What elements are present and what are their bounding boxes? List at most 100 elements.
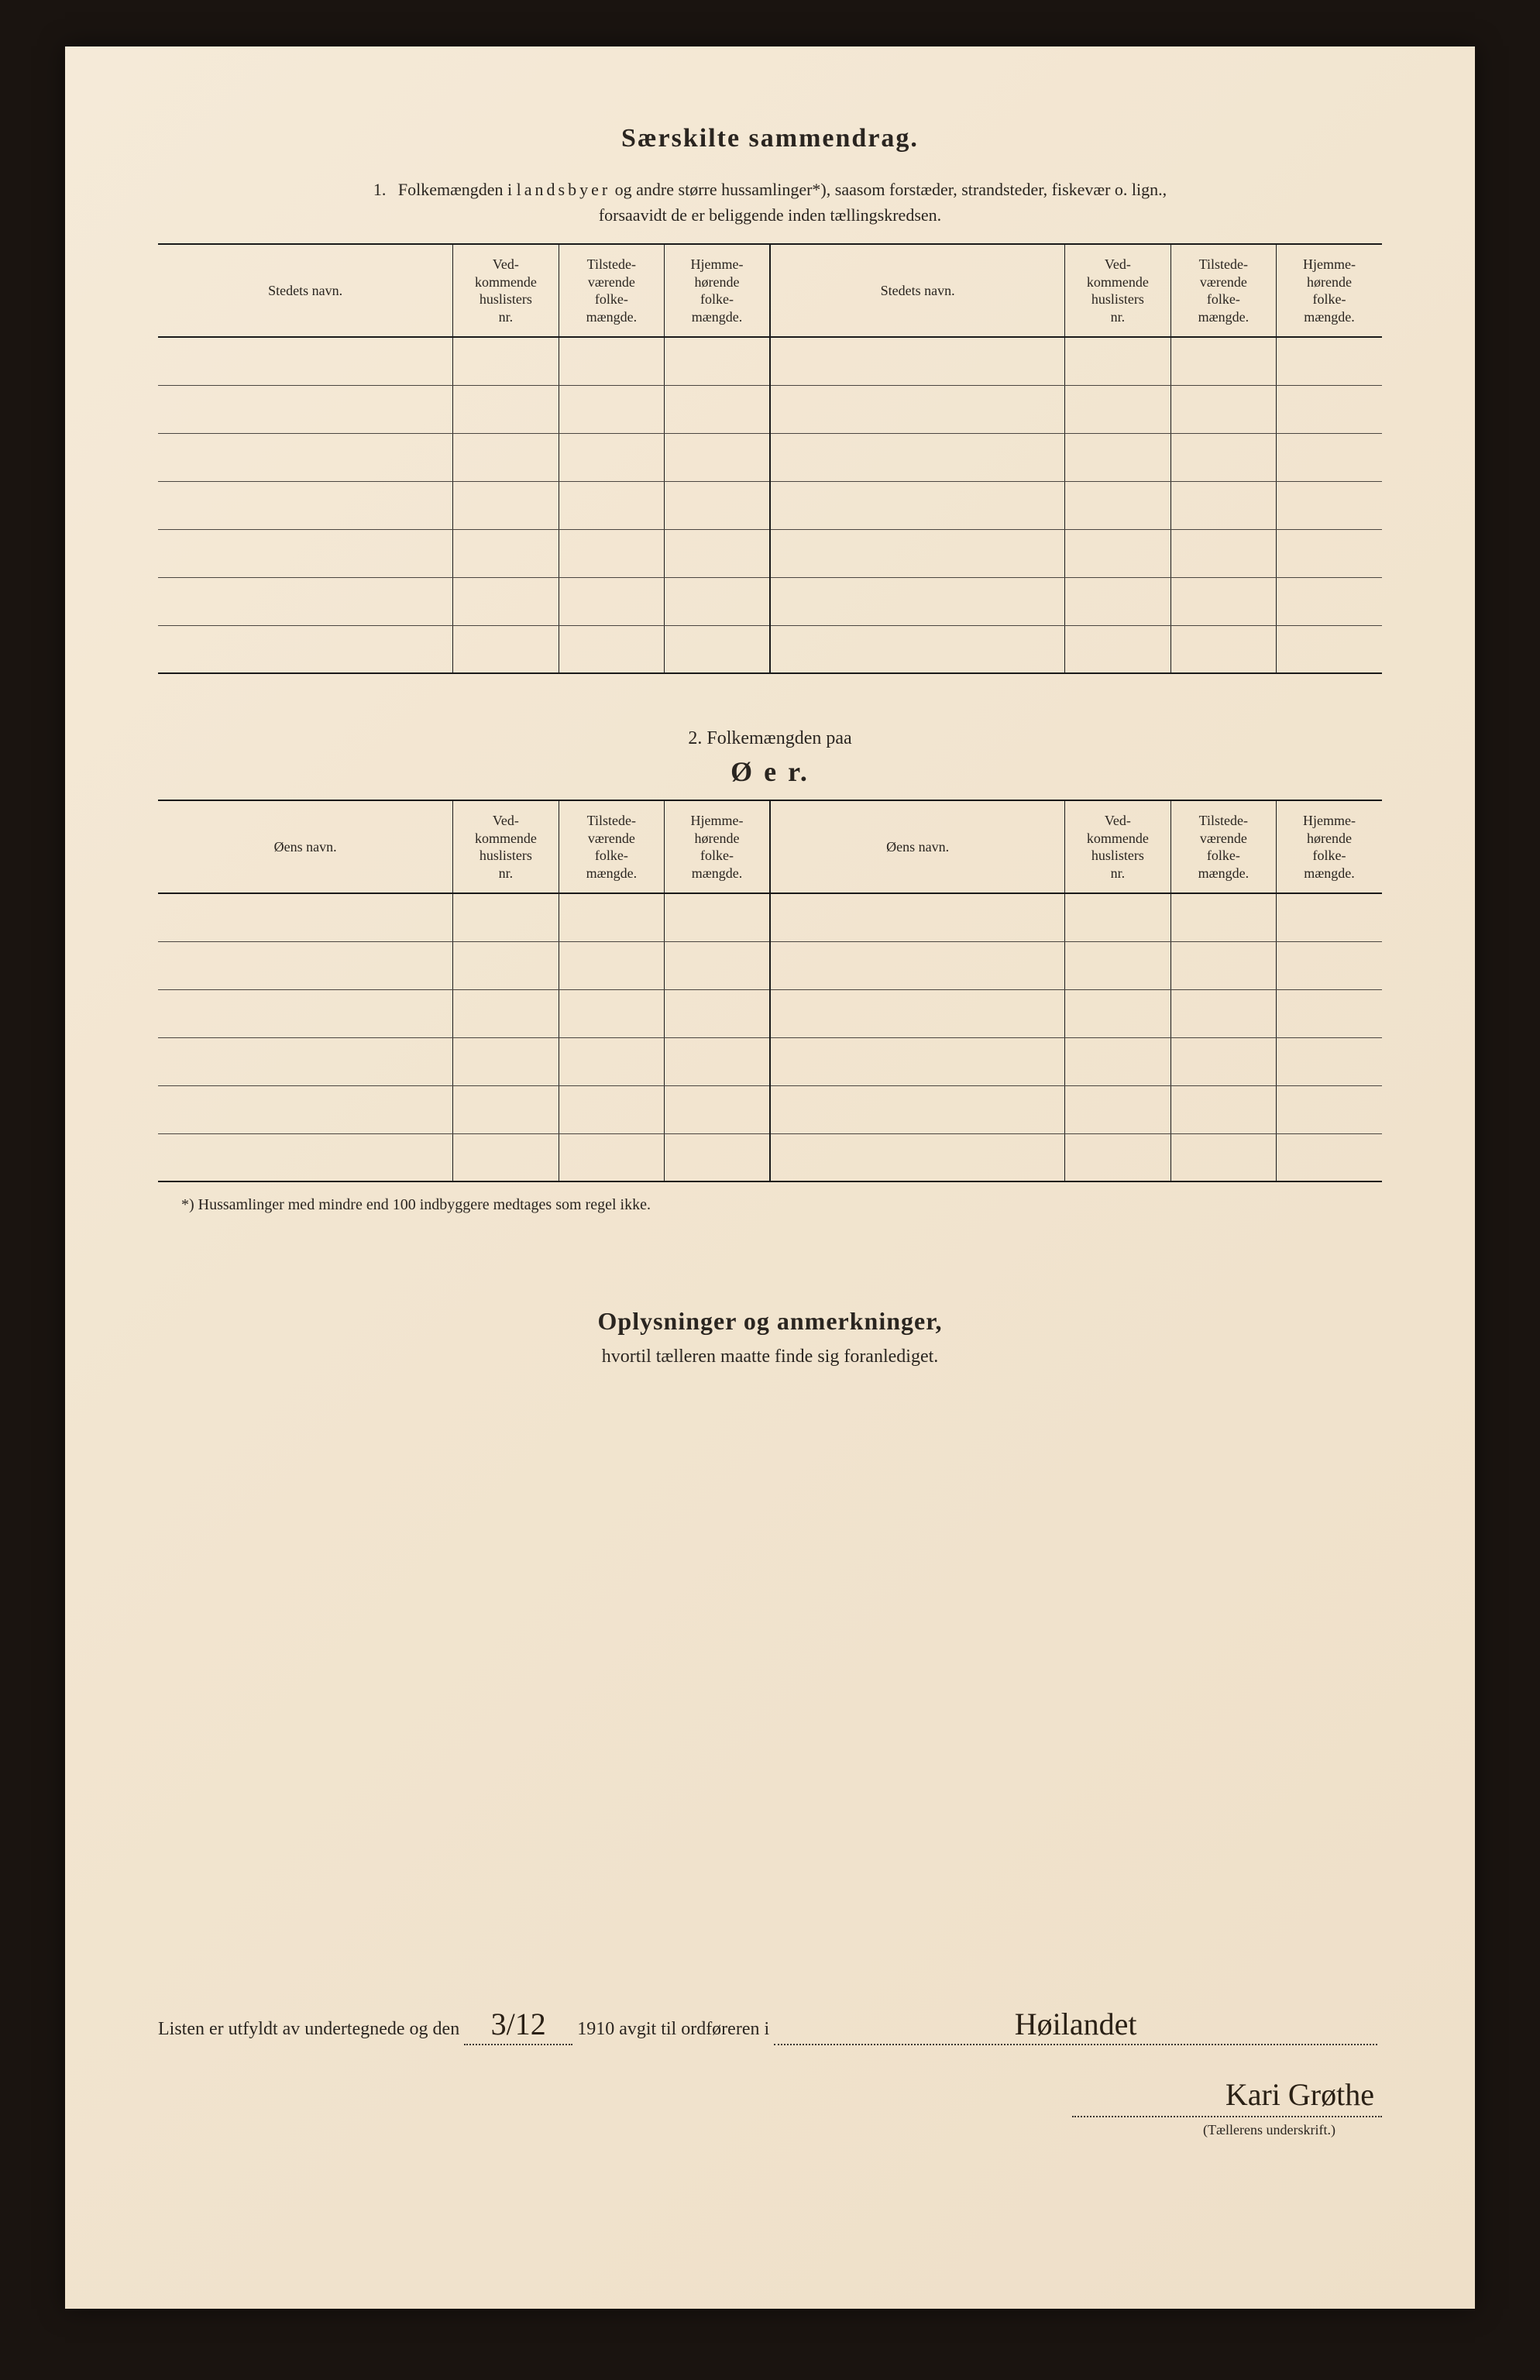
table-cell — [1277, 941, 1382, 989]
table-cell — [665, 1133, 770, 1181]
table-cell — [665, 941, 770, 989]
table-cell — [770, 385, 1065, 433]
th-stedets-navn-r: Stedets navn. — [770, 244, 1065, 337]
sig-place: Høilandet — [774, 2006, 1377, 2045]
table-cell — [665, 1085, 770, 1133]
table-row — [158, 1037, 1382, 1085]
table-cell — [1277, 989, 1382, 1037]
table-cell — [453, 625, 559, 673]
th-tilstede-l: Tilstede- værende folke- mængde. — [559, 244, 664, 337]
th-tilstede-r: Tilstede- værende folke- mængde. — [1170, 244, 1276, 337]
table-cell — [1170, 893, 1276, 941]
section3-sub: hvortil tælleren maatte finde sig foranl… — [158, 1346, 1382, 1367]
th-huslisters-l: Ved- kommende huslisters nr. — [453, 244, 559, 337]
table-cell — [1277, 1133, 1382, 1181]
table-row — [158, 433, 1382, 481]
table-cell — [559, 625, 664, 673]
table-cell — [1065, 481, 1170, 529]
table-cell — [453, 577, 559, 625]
table-cell — [770, 1133, 1065, 1181]
table-cell — [158, 433, 453, 481]
table-cell — [1170, 1037, 1276, 1085]
table-cell — [1277, 625, 1382, 673]
th2-tilstede-r: Tilstede- værende folke- mængde. — [1170, 800, 1276, 893]
table-cell — [158, 989, 453, 1037]
table-cell — [1277, 529, 1382, 577]
section3: Oplysninger og anmerkninger, hvortil tæl… — [158, 1307, 1382, 1367]
table-row — [158, 529, 1382, 577]
table-cell — [559, 481, 664, 529]
signature-block: Listen er utfyldt av undertegnede og den… — [158, 2006, 1382, 2138]
table2-header-row: Øens navn. Ved- kommende huslisters nr. … — [158, 800, 1382, 893]
table-cell — [665, 385, 770, 433]
table-cell — [770, 941, 1065, 989]
section3-title: Oplysninger og anmerkninger, — [158, 1307, 1382, 1336]
section1-text-spaced: landsbyer — [517, 180, 611, 199]
table-cell — [453, 893, 559, 941]
table-cell — [665, 481, 770, 529]
sig-mid: 1910 avgit til ordføreren i — [577, 2019, 769, 2040]
table-cell — [158, 385, 453, 433]
table-cell — [1170, 433, 1276, 481]
table-cell — [1170, 577, 1276, 625]
signature-line: Listen er utfyldt av undertegnede og den… — [158, 2006, 1382, 2045]
table-cell — [665, 337, 770, 385]
table-cell — [158, 337, 453, 385]
table-cell — [559, 893, 664, 941]
section2-heading: 2. Folkemængden paa Ø e r. — [158, 728, 1382, 788]
table-cell — [559, 433, 664, 481]
table-cell — [559, 1085, 664, 1133]
table-cell — [158, 529, 453, 577]
section2-line1: 2. Folkemængden paa — [158, 728, 1382, 749]
table-cell — [158, 1133, 453, 1181]
table-cell — [1065, 529, 1170, 577]
table-cell — [1065, 941, 1170, 989]
sig-caption: (Tællerens underskrift.) — [158, 2122, 1382, 2138]
table-cell — [1170, 529, 1276, 577]
table-cell — [770, 1037, 1065, 1085]
table-cell — [559, 337, 664, 385]
table-row — [158, 989, 1382, 1037]
th2-huslisters-l: Ved- kommende huslisters nr. — [453, 800, 559, 893]
table-cell — [453, 1085, 559, 1133]
th2-hjemme-l: Hjemme- hørende folke- mængde. — [665, 800, 770, 893]
section1-text-c: forsaavidt de er beliggende inden tællin… — [599, 205, 941, 225]
th2-hjemme-r: Hjemme- hørende folke- mængde. — [1277, 800, 1382, 893]
table-cell — [453, 481, 559, 529]
table-cell — [1065, 433, 1170, 481]
table-cell — [1170, 337, 1276, 385]
table-cell — [770, 625, 1065, 673]
section2-line2: Ø e r. — [158, 755, 1382, 788]
table-cell — [1170, 989, 1276, 1037]
table-cell — [1065, 989, 1170, 1037]
table-cell — [1277, 893, 1382, 941]
table-cell — [453, 989, 559, 1037]
table-cell — [158, 481, 453, 529]
table-cell — [665, 577, 770, 625]
table-cell — [1065, 1085, 1170, 1133]
table-cell — [1065, 1133, 1170, 1181]
table-cell — [158, 625, 453, 673]
table-cell — [1065, 385, 1170, 433]
table-cell — [770, 989, 1065, 1037]
table-cell — [665, 989, 770, 1037]
table-cell — [453, 529, 559, 577]
section1-number: 1. — [373, 177, 387, 202]
th2-tilstede-l: Tilstede- værende folke- mængde. — [559, 800, 664, 893]
footnote: *) Hussamlinger med mindre end 100 indby… — [158, 1196, 1382, 1214]
table-cell — [770, 337, 1065, 385]
section1-intro: 1. Folkemængden i landsbyer og andre stø… — [158, 177, 1382, 228]
table-cell — [1277, 433, 1382, 481]
table-cell — [770, 577, 1065, 625]
table-cell — [770, 433, 1065, 481]
table-cell — [770, 1085, 1065, 1133]
table1-header-row: Stedets navn. Ved- kommende huslisters n… — [158, 244, 1382, 337]
table-row — [158, 481, 1382, 529]
table-cell — [559, 1037, 664, 1085]
table-cell — [1170, 1085, 1276, 1133]
table-cell — [1277, 481, 1382, 529]
table-cell — [453, 1037, 559, 1085]
table-cell — [453, 385, 559, 433]
table-cell — [1277, 385, 1382, 433]
table-row — [158, 1133, 1382, 1181]
